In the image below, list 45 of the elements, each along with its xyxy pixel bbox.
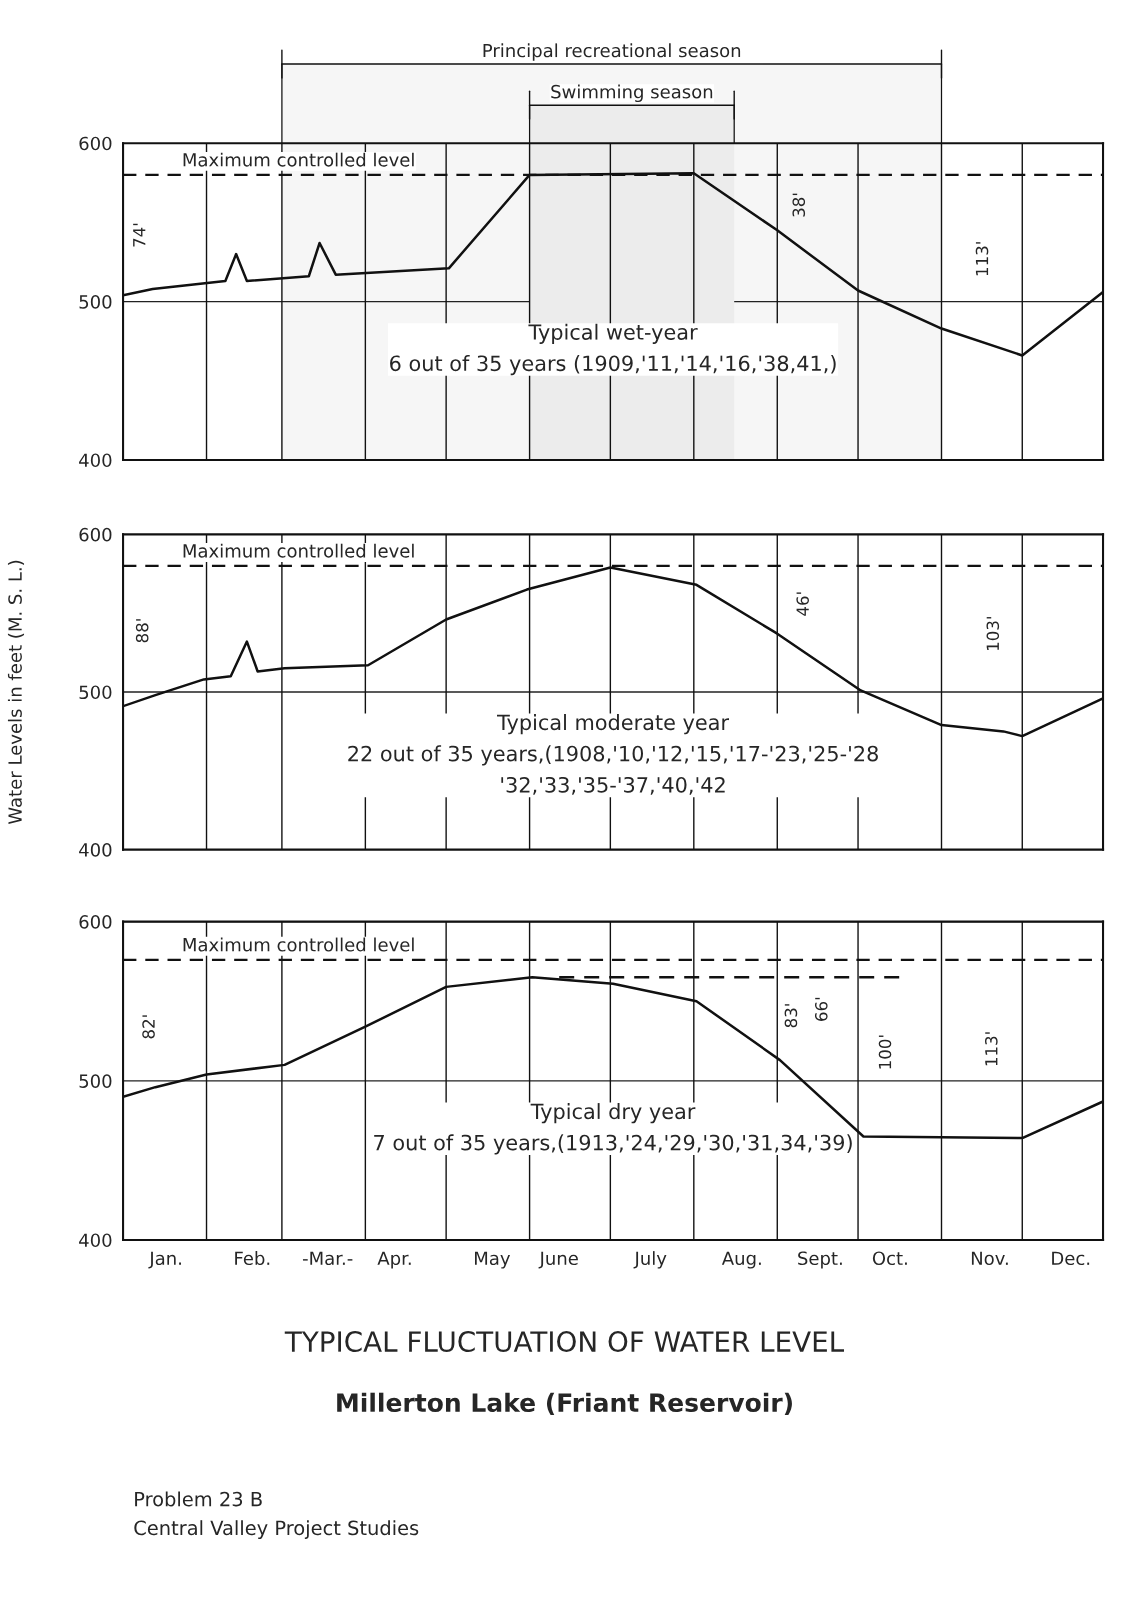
y-axis-title: Water Levels in feet (M. S. L.) [7,560,25,825]
y-tick-label: 600 [79,527,112,542]
annotation: 82' [142,1015,155,1039]
annotation: 88' [135,619,149,643]
text: TYPICAL FLUCTUATION OF WATER LEVEL [284,1331,845,1353]
ref-line-label: Maximum controlled level [183,152,414,167]
x-tick-label: May [475,1251,511,1269]
text: Typical dry year 7 out of 35 years,(1913,'24,'29,'30,'31,34,'39) [374,1103,852,1155]
x-tick-label: Nov. [971,1251,1008,1266]
text: Problem 23 B [135,1491,262,1507]
y-tick-label: 400 [79,453,112,468]
annotation: 113' [975,242,989,276]
annotation: 74' [133,223,146,247]
annotation: 103' [986,617,1000,651]
band-label: Principal recreational season [483,43,741,61]
y-tick-label: 600 [79,136,112,151]
annotation: 113' [985,1032,998,1066]
x-tick-label: Dec. [1052,1251,1090,1266]
text: Central Valley Project Studies [134,1520,419,1540]
y-tick-label: 600 [79,915,112,929]
band-label: Swimming season [551,84,713,103]
annotation: 46' [796,592,809,616]
text: Typical moderate year 22 out of 35 years,(1908,'10,'12,'15,'17-'23,'25-'28 '32,'33,'35-'37,'40,'42 [348,714,878,795]
x-tick-label: July [633,1251,667,1269]
x-tick-label: Sept. [798,1251,842,1269]
annotation: 38' [792,193,806,217]
x-tick-label: Apr. [377,1251,411,1269]
x-tick-label: June [538,1251,578,1269]
ref-line-label: Maximum controlled level [183,543,414,558]
text: Typical wet-year 6 out of 35 years (1909,'11,'14,'16,'38,41,) [390,323,836,376]
x-tick-label: -Mar.- [302,1251,353,1266]
y-tick-label: 500 [79,295,112,309]
y-tick-label: 500 [79,1074,112,1088]
y-tick-label: 400 [79,843,112,857]
annotation: 83' [784,1004,798,1028]
x-tick-label: Feb. [235,1251,270,1266]
annotation: 100' [878,1035,892,1069]
text: Millerton Lake (Friant Reservoir) [337,1392,792,1415]
x-tick-label: Aug. [721,1251,761,1269]
annotation: 66' [814,997,828,1021]
ref-line-label: Maximum controlled level [183,937,414,952]
x-tick-label: Jan. [148,1251,181,1269]
x-tick-label: Oct. [872,1251,907,1266]
y-tick-label: 400 [79,1233,112,1248]
y-tick-label: 500 [79,685,112,700]
